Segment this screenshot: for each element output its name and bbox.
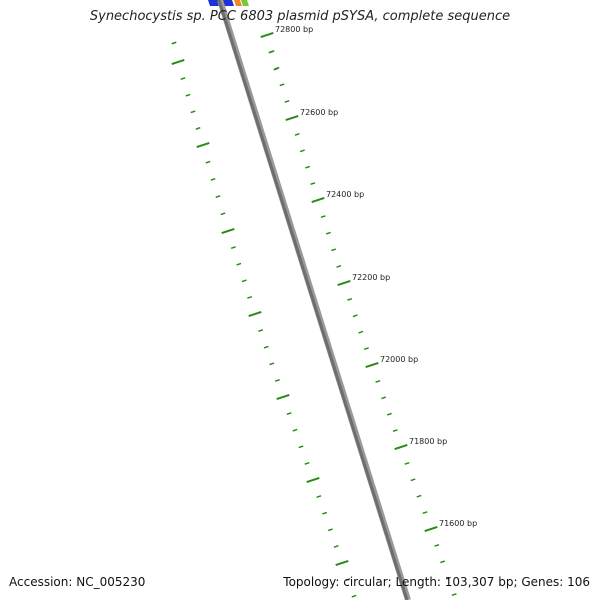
minor-tick bbox=[381, 396, 387, 400]
scale-label: 71800 bp bbox=[409, 437, 447, 446]
scale-labels: 72800 bp 72600 bp 72400 bp 72200 bp 72000 bp… bbox=[275, 25, 477, 528]
minor-tick bbox=[294, 132, 300, 136]
minor-tick bbox=[205, 160, 211, 164]
accession: Accession: NC_005230 bbox=[9, 575, 146, 589]
scale-label: 72400 bp bbox=[326, 190, 364, 199]
minor-tick bbox=[416, 494, 422, 498]
outer-tick-track bbox=[260, 31, 457, 597]
minor-tick bbox=[236, 262, 242, 266]
feature-blocks bbox=[208, 0, 249, 6]
minor-tick bbox=[333, 544, 339, 548]
feature-orange[interactable] bbox=[234, 0, 242, 6]
major-tick bbox=[276, 393, 290, 401]
minor-tick bbox=[336, 264, 342, 268]
major-tick bbox=[394, 443, 408, 451]
major-tick bbox=[248, 310, 262, 318]
major-tick bbox=[424, 525, 438, 533]
map-title: Synechocystis sp. PCC 6803 plasmid pSYSA… bbox=[89, 9, 511, 24]
minor-tick bbox=[180, 77, 186, 81]
minor-tick bbox=[434, 543, 440, 547]
backbone bbox=[217, 0, 411, 600]
minor-tick bbox=[247, 295, 253, 299]
minor-tick bbox=[241, 279, 247, 283]
minor-tick bbox=[215, 195, 221, 199]
major-tick bbox=[311, 196, 325, 204]
major-tick bbox=[260, 31, 274, 39]
minor-tick bbox=[273, 67, 279, 71]
minor-tick bbox=[345, 578, 351, 582]
minor-tick bbox=[386, 412, 392, 416]
minor-tick bbox=[284, 99, 290, 103]
minor-tick bbox=[263, 345, 269, 349]
minor-tick bbox=[286, 412, 292, 416]
minor-tick bbox=[327, 528, 333, 532]
minor-tick bbox=[352, 314, 358, 318]
minor-tick bbox=[392, 429, 398, 433]
scale-label: 72800 bp bbox=[275, 25, 313, 34]
minor-tick bbox=[305, 165, 311, 169]
minor-tick bbox=[445, 576, 451, 580]
feature-green[interactable] bbox=[241, 0, 249, 6]
minor-tick bbox=[363, 347, 369, 351]
minor-tick bbox=[299, 149, 305, 153]
minor-tick bbox=[404, 461, 410, 465]
major-tick bbox=[337, 279, 351, 287]
minor-tick bbox=[195, 126, 201, 130]
minor-tick bbox=[451, 593, 457, 597]
minor-tick bbox=[331, 248, 337, 252]
scale-label: 71600 bp bbox=[439, 519, 477, 528]
topology-summary: Topology: circular; Length: 103,307 bp; … bbox=[283, 575, 590, 589]
major-tick bbox=[285, 114, 299, 122]
minor-tick bbox=[292, 428, 298, 432]
minor-tick bbox=[230, 246, 236, 250]
major-tick bbox=[306, 476, 320, 484]
minor-tick bbox=[279, 83, 285, 87]
major-tick bbox=[196, 141, 210, 149]
minor-tick bbox=[220, 212, 226, 216]
minor-tick bbox=[274, 378, 280, 382]
scale-label: 72600 bp bbox=[300, 108, 338, 117]
minor-tick bbox=[269, 362, 275, 366]
minor-tick bbox=[375, 379, 381, 383]
major-tick bbox=[221, 227, 235, 235]
minor-tick bbox=[347, 297, 353, 301]
minor-tick bbox=[325, 231, 331, 235]
scale-label: 72200 bp bbox=[352, 273, 390, 282]
minor-tick bbox=[322, 511, 328, 515]
minor-tick bbox=[422, 511, 428, 515]
minor-tick bbox=[304, 461, 310, 465]
minor-tick bbox=[171, 41, 177, 45]
minor-tick bbox=[310, 182, 316, 186]
minor-tick bbox=[351, 594, 357, 598]
minor-tick bbox=[258, 329, 264, 333]
inner-tick-track bbox=[171, 41, 357, 598]
minor-tick bbox=[358, 330, 364, 334]
minor-tick bbox=[185, 93, 191, 97]
minor-tick bbox=[440, 560, 446, 564]
minor-tick bbox=[298, 445, 304, 449]
major-tick bbox=[171, 58, 185, 66]
major-tick bbox=[335, 559, 349, 567]
minor-tick bbox=[268, 50, 274, 54]
major-tick bbox=[365, 361, 379, 369]
minor-tick bbox=[320, 215, 326, 219]
minor-tick bbox=[316, 495, 322, 499]
scale-label: 72000 bp bbox=[380, 355, 418, 364]
minor-tick bbox=[210, 177, 216, 181]
minor-tick bbox=[410, 478, 416, 482]
minor-tick bbox=[190, 110, 196, 114]
